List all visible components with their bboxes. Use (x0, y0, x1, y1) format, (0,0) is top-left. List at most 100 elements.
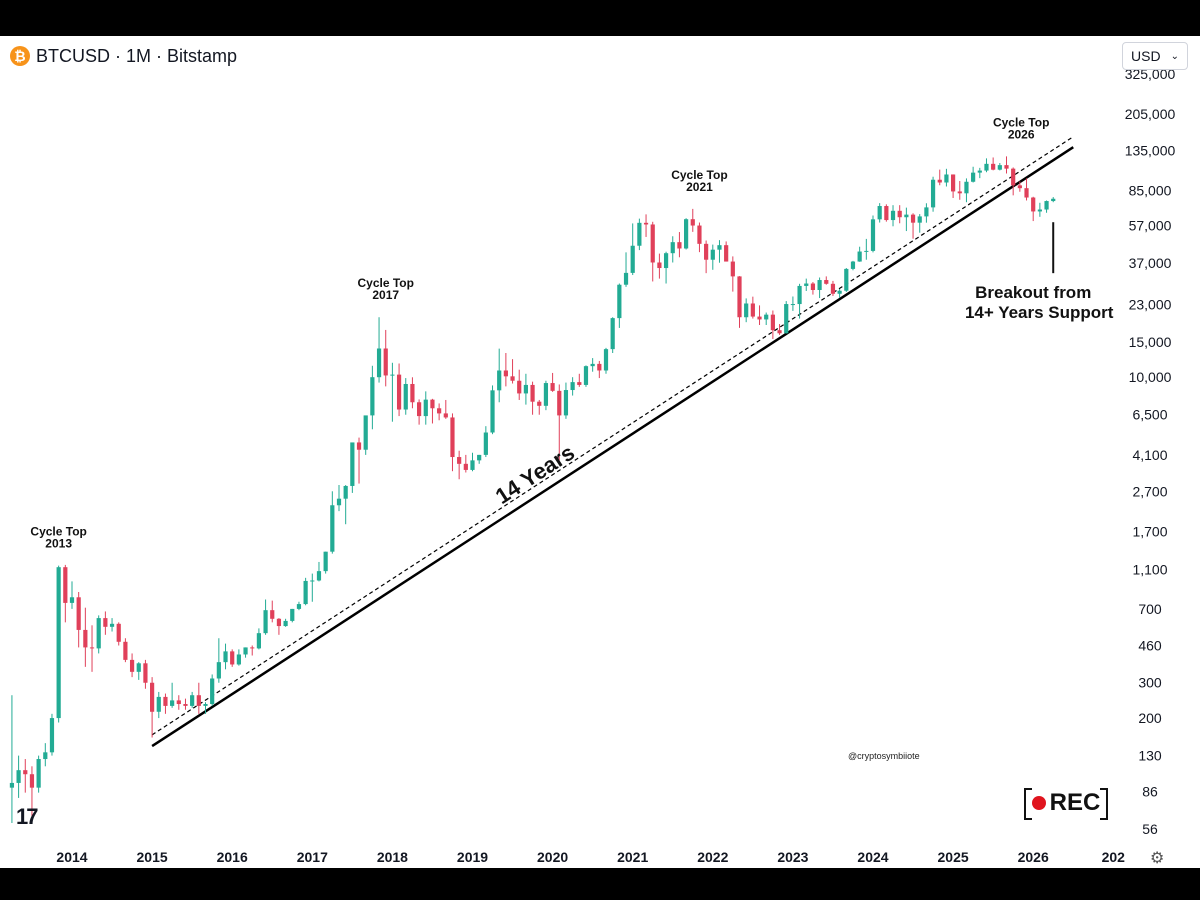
candle-body (844, 268, 849, 291)
cycle-top-year: 2013 (45, 537, 72, 551)
watermark-text: @cryptosymbiiote (848, 751, 920, 761)
symbol-title[interactable]: BTCUSD · 1M · Bitstamp (36, 45, 238, 66)
candle-body (123, 641, 128, 660)
candle-body (917, 216, 922, 223)
candle-body (290, 608, 295, 621)
candle-body (470, 460, 475, 470)
candle-body (550, 383, 555, 391)
candle-body (730, 261, 735, 277)
x-tick-label: 2025 (938, 849, 969, 865)
cycle-top-label: Cycle Top (671, 168, 727, 182)
y-tick-label: 10,000 (1129, 369, 1172, 385)
candle-body (864, 250, 869, 252)
candle-body (103, 618, 108, 627)
candle-body (590, 363, 595, 367)
candle-body (657, 262, 662, 269)
candle-body (804, 283, 809, 286)
candle-body (937, 179, 942, 183)
candle-body (850, 261, 856, 269)
y-tick-label: 23,000 (1129, 297, 1172, 313)
candle-body (971, 172, 976, 182)
x-tick-label: 2019 (457, 849, 488, 865)
candle-body (964, 181, 969, 194)
candle-body (537, 401, 542, 406)
candle-body (817, 280, 822, 290)
candle-body (684, 219, 689, 249)
candle-body (330, 505, 335, 552)
candle-body (737, 276, 742, 318)
candle-body (503, 370, 508, 377)
candle-body (383, 348, 388, 376)
candle-body (523, 384, 528, 394)
candle-body (543, 383, 549, 406)
candle-body (890, 210, 896, 221)
candle-body (790, 304, 795, 306)
candle-body (897, 210, 902, 218)
candle-body (9, 782, 15, 788)
candle-body (443, 413, 448, 418)
candle-body (477, 454, 482, 461)
candle-body (750, 303, 755, 317)
candle-body (697, 225, 702, 244)
gear-icon[interactable]: ⚙ (1150, 848, 1165, 867)
candle-body (617, 284, 622, 319)
candle-body (143, 663, 148, 683)
cycle-top-year: 2026 (1008, 127, 1035, 141)
candle-body (663, 253, 669, 269)
candle-body (49, 718, 55, 753)
candle-body (677, 242, 682, 249)
candle-body (56, 567, 61, 719)
candle-body (810, 283, 816, 290)
x-tick-label: 2014 (56, 849, 87, 865)
y-tick-label: 1,700 (1132, 524, 1167, 540)
candle-body (784, 304, 789, 334)
candle-body (977, 170, 982, 173)
candle-body (170, 700, 175, 706)
x-tick-label: 2023 (777, 849, 808, 865)
currency-select[interactable]: USD ⌄ (1122, 42, 1188, 70)
candle-body (370, 377, 375, 416)
candle-body (29, 774, 35, 788)
candle-body (991, 163, 996, 170)
x-tick-label: 2015 (137, 849, 168, 865)
candle-body (563, 390, 569, 416)
rec-label: REC (1049, 789, 1101, 816)
candle-body (824, 280, 829, 284)
x-tick-label: 2024 (857, 849, 888, 865)
x-tick-label: 2016 (217, 849, 248, 865)
candle-body (376, 348, 382, 378)
candle-body (150, 682, 155, 712)
candle-body (356, 442, 362, 450)
cycle-top-label: Cycle Top (30, 525, 86, 539)
candle-body (717, 245, 722, 250)
candle-body (951, 174, 956, 192)
candle-body (603, 349, 609, 371)
y-tick-label: 700 (1138, 601, 1162, 617)
candle-body (583, 366, 589, 385)
candle-body (797, 285, 802, 305)
candle-body (490, 390, 495, 433)
x-tick-label: 202 (1102, 849, 1126, 865)
candle-body (256, 633, 261, 649)
record-dot-icon (1031, 796, 1046, 810)
y-tick-label: 135,000 (1125, 142, 1176, 158)
cycle-top-label: Cycle Top (993, 115, 1049, 129)
candle-body (1024, 188, 1029, 198)
y-tick-label: 1,100 (1132, 562, 1167, 578)
currency-value: USD (1131, 48, 1161, 64)
candle-body (437, 408, 442, 414)
candle-body (744, 303, 749, 318)
candle-body (23, 770, 28, 775)
price-chart[interactable]: 56 86 130 200 300 460 700 1,100 1,700 2,700 4,100 6… (0, 36, 1200, 868)
candle-body (63, 567, 68, 603)
candle-body (997, 165, 1002, 170)
candle-body (957, 191, 962, 194)
candle-body (837, 290, 842, 294)
bitcoin-icon: ₿ (10, 46, 30, 66)
candle-body (163, 696, 168, 706)
candle-body (403, 383, 408, 410)
candle-body (417, 402, 422, 417)
y-tick-label: 460 (1138, 637, 1162, 653)
y-tick-label: 85,000 (1129, 183, 1172, 199)
candle-body (497, 370, 502, 391)
